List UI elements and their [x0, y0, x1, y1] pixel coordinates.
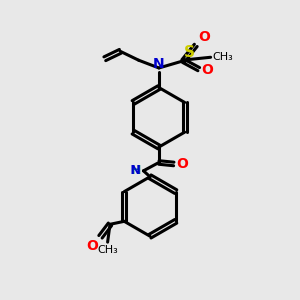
Text: CH₃: CH₃ — [97, 245, 118, 255]
Text: O: O — [86, 238, 98, 253]
Text: N: N — [153, 57, 165, 71]
Text: H: H — [131, 164, 141, 177]
Text: O: O — [177, 157, 189, 171]
Text: CH₃: CH₃ — [212, 52, 233, 62]
Text: N: N — [126, 164, 141, 177]
Text: O: O — [198, 30, 210, 44]
Text: O: O — [201, 63, 213, 77]
Text: S: S — [184, 45, 195, 60]
